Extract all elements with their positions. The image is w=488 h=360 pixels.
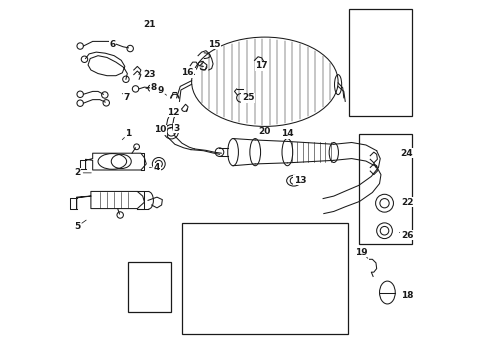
Text: 23: 23: [143, 70, 156, 79]
Text: 14: 14: [281, 129, 293, 138]
Text: 4: 4: [154, 163, 160, 172]
Text: 15: 15: [207, 40, 220, 49]
Bar: [128, 262, 171, 312]
Text: 2: 2: [74, 168, 81, 177]
Text: 11: 11: [183, 68, 195, 77]
Text: 12: 12: [167, 108, 180, 117]
Text: 16: 16: [181, 68, 193, 77]
Text: 7: 7: [123, 93, 129, 102]
Text: 19: 19: [355, 248, 367, 257]
Text: 24: 24: [400, 149, 412, 158]
Text: 25: 25: [242, 93, 254, 102]
Text: 6: 6: [109, 40, 115, 49]
Text: 9: 9: [157, 86, 163, 95]
Text: 21: 21: [143, 20, 156, 29]
Text: 1: 1: [125, 129, 131, 138]
Text: 8: 8: [150, 83, 156, 92]
Bar: [182, 223, 347, 334]
Text: 22: 22: [400, 198, 412, 207]
Bar: [358, 134, 411, 244]
Text: 17: 17: [255, 61, 267, 70]
Text: 10: 10: [154, 126, 166, 135]
Bar: [348, 9, 411, 116]
Text: 3: 3: [173, 124, 180, 133]
Text: 26: 26: [400, 231, 412, 240]
Text: 20: 20: [258, 127, 270, 136]
Text: 5: 5: [74, 222, 81, 231]
Text: 18: 18: [400, 291, 412, 300]
Text: 13: 13: [293, 176, 305, 185]
